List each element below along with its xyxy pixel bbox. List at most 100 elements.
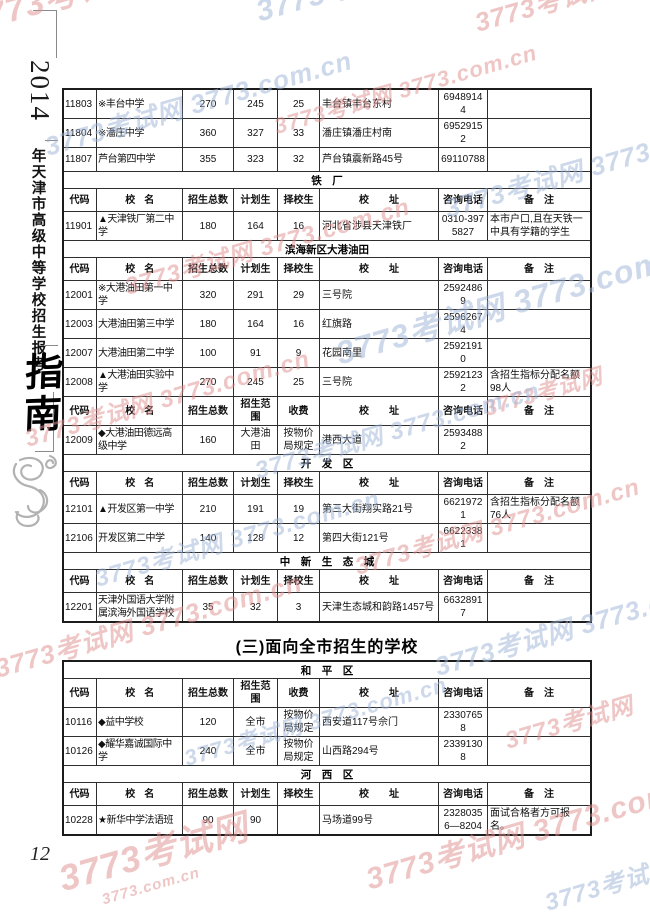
admissions-table-citywide: 和 平 区代码校 名招生总数 招生范围 收费校 址咨询电话备 注 10116 ◆益中学校… (62, 660, 592, 836)
column-header: 收费 (278, 397, 320, 425)
watermark: 3773考试网 (541, 854, 650, 917)
column-header: 代码 (64, 189, 97, 211)
column-header: 校 名 (97, 472, 183, 494)
table-row: 11901 ▲天津铁厂第二中学 180 164 16 河北省涉县天津铁厂 0310-3975… (64, 212, 590, 241)
table-cell: 270 (183, 90, 234, 118)
table-cell: 245 (234, 368, 278, 396)
table-cell: 12003 (64, 310, 97, 338)
table-cell (488, 737, 590, 765)
table-cell: 23391308 (439, 737, 488, 765)
column-header: 备 注 (524, 788, 554, 800)
table-cell: 25 (278, 90, 320, 118)
column-header: 招生范围 (234, 679, 278, 707)
table-cell: 180 (183, 310, 234, 338)
table-cell: ▲天津铁厂第二中学 (97, 212, 183, 240)
table-row: 11803 ※丰台中学 270 245 25 丰台镇丰台东村 69489144 (64, 90, 590, 119)
column-header: 校 址 (320, 783, 439, 805)
table-cell: 12106 (64, 524, 97, 552)
table-row: 12007 大港油田第二中学 100 91 9 花园南里 25921910 (64, 339, 590, 368)
table-header-row: 代码校 名招生总数 计划生 择校生校 址咨询电话 备 注 (64, 783, 590, 806)
sidebar-series-title: 年天津市高级中等学校招生报考 (29, 148, 46, 372)
column-header: 计划生 (234, 189, 278, 211)
table-row: 12001 ※大港油田第一中学 320 291 29 三号院 25924869 (64, 281, 590, 310)
table-cell: 三号院 (320, 368, 439, 396)
table-cell: 355 (183, 148, 234, 171)
table-cell: 191 (234, 495, 278, 523)
table-cell: 河北省涉县天津铁厂 (320, 212, 439, 240)
table-cell: 按物价局规定 (278, 708, 320, 736)
table-cell: ※丰台中学 (97, 90, 183, 118)
table-cell: 马场道99号 (320, 806, 439, 834)
table-cell: 69529152 (439, 119, 488, 147)
table-cell: 按物价局规定 (278, 426, 320, 454)
table-cell: 240 (183, 737, 234, 765)
table-cell: 3 (278, 593, 320, 621)
column-header: 代码 (64, 472, 97, 494)
column-header: 招生总数 (183, 472, 234, 494)
sidebar-rule (53, 392, 54, 452)
table-cell: 35 (183, 593, 234, 621)
column-header: 备 注 (524, 687, 554, 699)
table-cell: ※潘庄中学 (97, 119, 183, 147)
column-header: 计划生 (234, 570, 278, 592)
table-cell: 66223381 (439, 524, 488, 552)
table-cell: 11901 (64, 212, 97, 240)
watermark: 3773.com.cn (100, 864, 202, 909)
table-cell: 327 (234, 119, 278, 147)
table-cell (488, 339, 590, 367)
section-title: (三)面向全市招生的学校 (235, 639, 419, 657)
column-header: 计划生 (234, 783, 278, 805)
table-cell: 红旗路 (320, 310, 439, 338)
column-header: 招生总数 (183, 397, 234, 425)
table-cell (488, 593, 590, 621)
table-cell: ◆大港油田德远高级中学 (97, 426, 183, 454)
table-cell: 大港油田第三中学 (97, 310, 183, 338)
table-cell: 23307658 (439, 708, 488, 736)
table-cell: 12008 (64, 368, 97, 396)
table-row: 10228 ★新华中学法语班 90 90 马场道99号 23280356—8204 面试合格… (64, 806, 590, 834)
column-header: 择校生 (278, 189, 320, 211)
table-row: 10116 ◆益中学校 120 全市 按物价局规定 西安道117号佘门 23307658 (64, 708, 590, 737)
column-header: 招生总数 (183, 679, 234, 707)
table-cell: 25921910 (439, 339, 488, 367)
table-cell: 33 (278, 119, 320, 147)
table-header-row: 代码校 名招生总数 计划生 择校生校 址咨询电话 备 注 (64, 570, 590, 593)
table-row: 11804 ※潘庄中学 360 327 33 潘庄镇潘庄村南 69529152 (64, 119, 590, 148)
table-cell (488, 524, 590, 552)
sidebar-rule (35, 451, 54, 452)
column-header: 咨询电话 (439, 472, 488, 494)
table-header-row: 代码校 名招生总数 招生范围 收费校 址咨询电话 备 注 (64, 679, 590, 708)
flourish-ornament-icon (12, 454, 57, 528)
section-band: 滨海新区大港油田 (64, 241, 590, 258)
table-cell: 西安道117号佘门 (320, 708, 439, 736)
table-cell: 19 (278, 495, 320, 523)
table-cell: 29 (278, 281, 320, 309)
table-cell: 天津外国语大学附属滨海外国语学校 (97, 593, 183, 621)
table-cell: 16 (278, 310, 320, 338)
sidebar-rule (33, 10, 57, 11)
column-header: 备 注 (524, 263, 554, 275)
table-cell: 210 (183, 495, 234, 523)
column-header: 收费 (278, 679, 320, 707)
sidebar: 2014 年天津市高级中等学校招生报考 指南 (0, 0, 62, 919)
table-cell: 180 (183, 212, 234, 240)
section-band: 开 发 区 (64, 455, 590, 472)
sidebar-rule (45, 345, 58, 346)
table-cell: ※大港油田第一中学 (97, 281, 183, 309)
watermark: 3773考试网 3773.com.cn (250, 0, 612, 30)
column-header: 择校生 (278, 783, 320, 805)
column-header: 招生总数 (183, 783, 234, 805)
table-cell: 32 (278, 148, 320, 171)
table-cell: 23280356—8204 (439, 806, 488, 834)
table-row: 11807 芦台第四中学 355 323 32 芦台镇震新路45号 69110788 (64, 148, 590, 172)
admissions-table-districts: 11803 ※丰台中学 270 245 25 丰台镇丰台东村 69489144 11804 ※潘… (62, 88, 592, 623)
column-header: 校 址 (320, 189, 439, 211)
column-header: 计划生 (234, 258, 278, 280)
table-cell: 11804 (64, 119, 97, 147)
column-header: 校 址 (320, 258, 439, 280)
column-header: 代码 (64, 397, 97, 425)
table-row: 10126 ◆耀华嘉诚国际中学 240 全市 按物价局规定 山西路294号 23391308 (64, 737, 590, 766)
sidebar-rule (45, 140, 58, 141)
table-cell: ◆耀华嘉诚国际中学 (97, 737, 183, 765)
table-cell: 120 (183, 708, 234, 736)
